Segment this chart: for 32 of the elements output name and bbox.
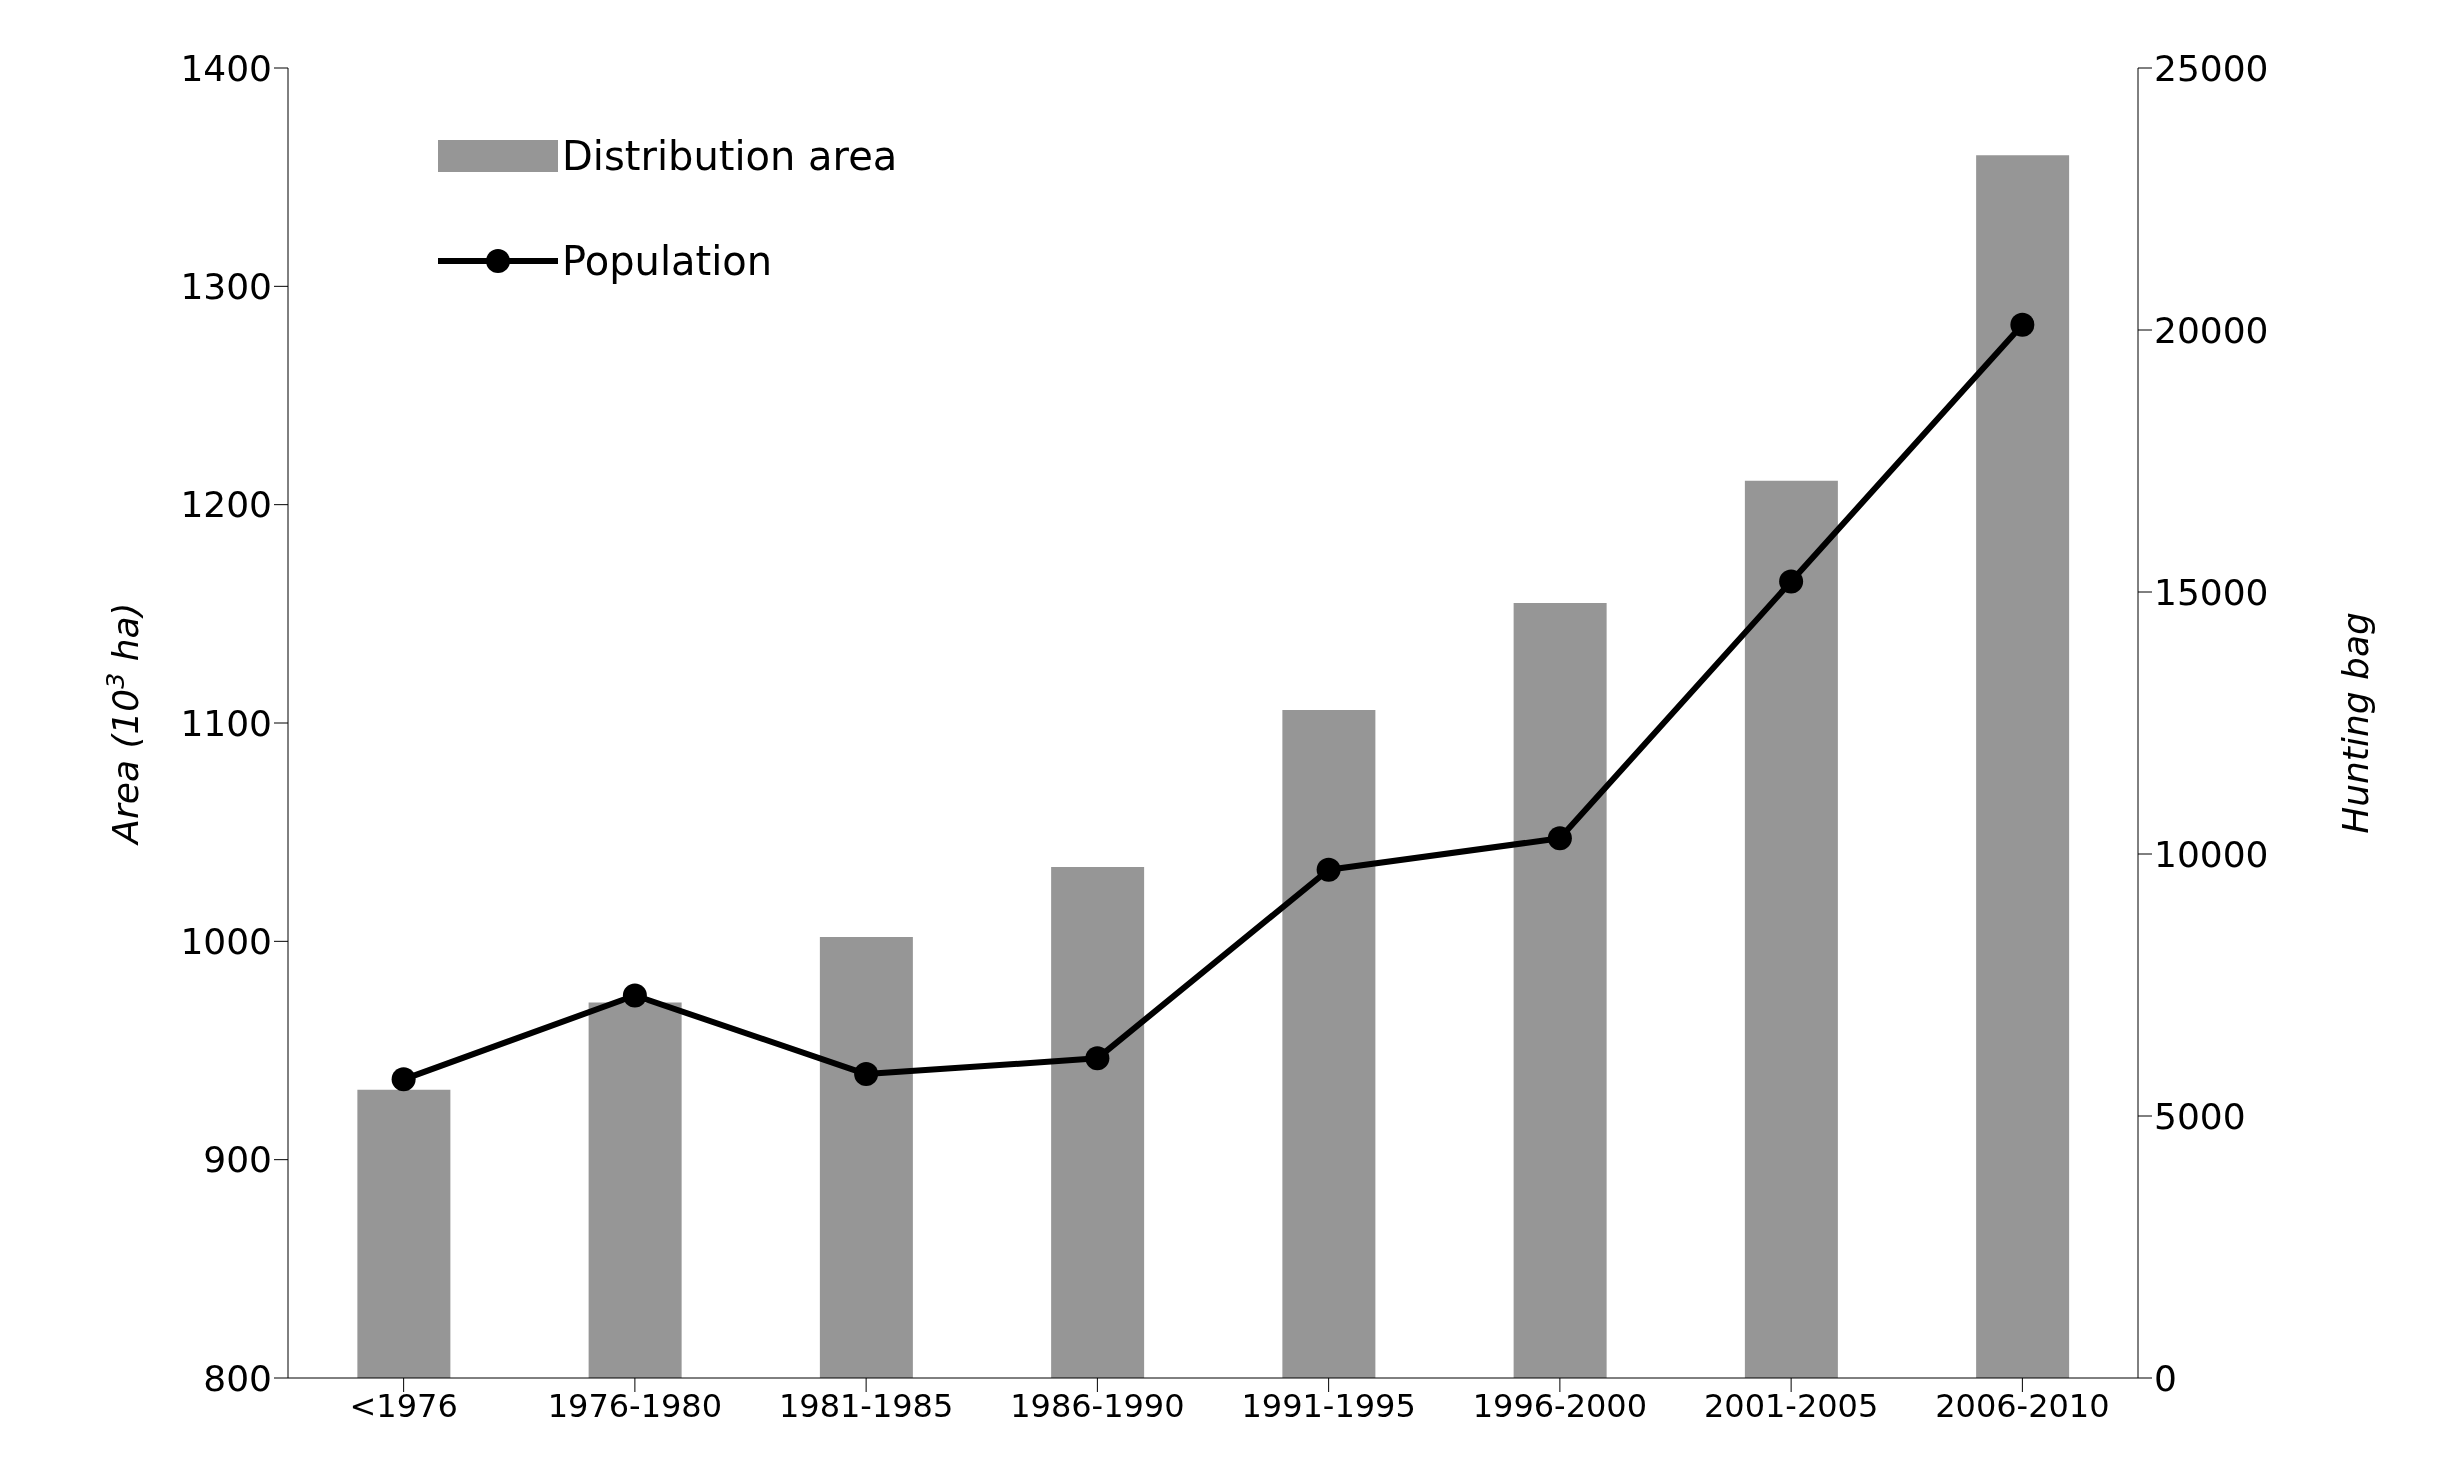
y-tick-label: 800: [203, 1357, 272, 1399]
x-tick-label: 2001-2005: [1703, 1386, 1879, 1425]
point: [391, 1067, 416, 1092]
y-tick-label: 1000: [180, 921, 272, 963]
y2-tick-label: 0: [2154, 1357, 2177, 1399]
y2-axis-title: Hunting bag: [2335, 612, 2376, 834]
point: [1085, 1046, 1110, 1071]
y2-tick-label: 10000: [2154, 833, 2269, 875]
point: [622, 983, 647, 1008]
y-tick-label: 1300: [180, 266, 272, 308]
point: [1316, 857, 1341, 882]
x-tick-label: 1986-1990: [1010, 1386, 1185, 1425]
x-tick-label: 1991-1995: [1241, 1386, 1416, 1425]
x-tick-label: 1981-1985: [778, 1386, 954, 1425]
x-tick-label: <1976: [349, 1386, 458, 1425]
x-tick-label: 1996-2000: [1472, 1386, 1648, 1425]
point: [1547, 826, 1572, 851]
y-tick-label: 1200: [180, 484, 272, 526]
y2-tick-label: 25000: [2154, 47, 2269, 89]
x-tick-label: 1976-1980: [547, 1386, 723, 1425]
legend-label: Distribution area: [562, 132, 898, 179]
y2-tick-label: 20000: [2154, 309, 2269, 351]
legend-label: Population: [562, 237, 773, 284]
point: [854, 1062, 879, 1087]
y2-tick-label: 15000: [2154, 571, 2269, 613]
point: [1779, 569, 1804, 594]
y-tick-label: 900: [203, 1139, 272, 1181]
y-tick-label: 1100: [180, 702, 272, 744]
point: [2010, 312, 2035, 337]
y-tick-label: 1400: [180, 47, 272, 89]
y2-tick-label: 5000: [2154, 1095, 2246, 1137]
x-tick-label: 2006-2010: [1935, 1386, 2110, 1425]
